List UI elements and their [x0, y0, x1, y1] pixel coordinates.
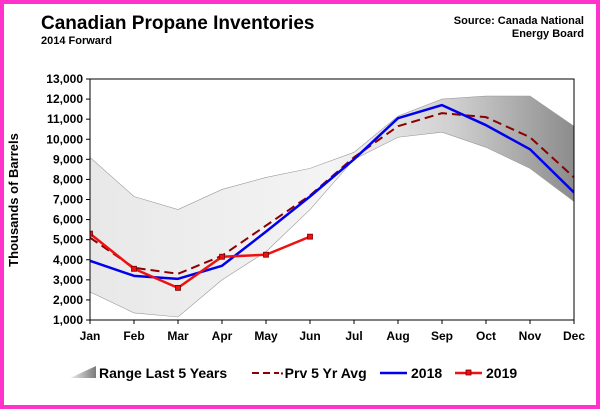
x-tick-label: Aug [386, 329, 409, 343]
x-tick-label: Mar [167, 329, 189, 343]
x-tick-label: Apr [212, 329, 233, 343]
series-layer [90, 103, 574, 291]
y-tick-label: 6,000 [53, 213, 83, 227]
series-point-2019 [219, 253, 225, 260]
series-point-2019 [90, 230, 93, 237]
axis-layer: 1,000 2,000 3,000 4,000 5,000 6,000 7,000 8,000… [46, 72, 585, 343]
range-band [90, 95, 574, 318]
x-tick-label: Nov [519, 329, 542, 343]
y-tick-label: 2,000 [53, 293, 83, 307]
y-tick-label: 5,000 [53, 233, 83, 247]
y-tick-label: 11,000 [47, 112, 83, 126]
chart-source: Source: Canada National Energy Board [454, 15, 584, 41]
x-tick-label: Jul [345, 329, 362, 343]
chart-svg: 1,000 2,000 3,000 4,000 5,000 6,000 7,000 8,000… [6, 72, 585, 381]
y-tick-label: 10,000 [46, 132, 83, 146]
series-point-2019 [307, 233, 313, 240]
series-line-2019 [90, 232, 311, 290]
x-tick-label: Sep [431, 329, 453, 343]
legend-range-label: Range Last 5 Years [99, 365, 227, 381]
series-point-2019 [263, 251, 269, 258]
legend-range-swatch [70, 366, 96, 378]
y-tick-label: 7,000 [53, 193, 83, 207]
chart-title: Canadian Propane Inventories [41, 13, 315, 34]
y-tick-label: 13,000 [46, 72, 83, 86]
x-tick-label: Feb [123, 329, 144, 343]
source-line-1: Source: Canada National [453, 15, 584, 27]
y-tick-label: 8,000 [53, 172, 83, 186]
legend: Range Last 5 Years ·Prv 5 Yr Avg 2018 20… [70, 365, 517, 381]
x-tick-label: Oct [476, 329, 496, 343]
y-tick-label: 1,000 [53, 313, 83, 327]
y-tick-label: 9,000 [53, 152, 83, 166]
range-band-layer [90, 95, 574, 318]
x-tick-label: Jun [299, 329, 320, 343]
x-tick-label: Jan [80, 329, 101, 343]
x-tick-label: Dec [563, 329, 585, 343]
chart-subtitle: 2014 Forward [41, 35, 112, 47]
y-tick-label: 12,000 [46, 92, 83, 106]
legend-2018-label: 2018 [411, 365, 442, 381]
series-point-2019 [131, 265, 137, 272]
series-line-2018 [90, 103, 574, 281]
y-tick-label: 3,000 [53, 273, 83, 287]
y-tick-label: 4,000 [53, 253, 83, 267]
x-tick-label: May [254, 329, 278, 343]
y-axis-label: Thousands of Barrels [6, 133, 21, 267]
series-point-2019 [175, 284, 181, 291]
source-line-2: Energy Board [511, 28, 584, 40]
legend-2019-label: 2019 [486, 365, 517, 381]
legend-avg-label: ·Prv 5 Yr Avg [280, 365, 367, 381]
legend-2019-marker [465, 369, 472, 376]
